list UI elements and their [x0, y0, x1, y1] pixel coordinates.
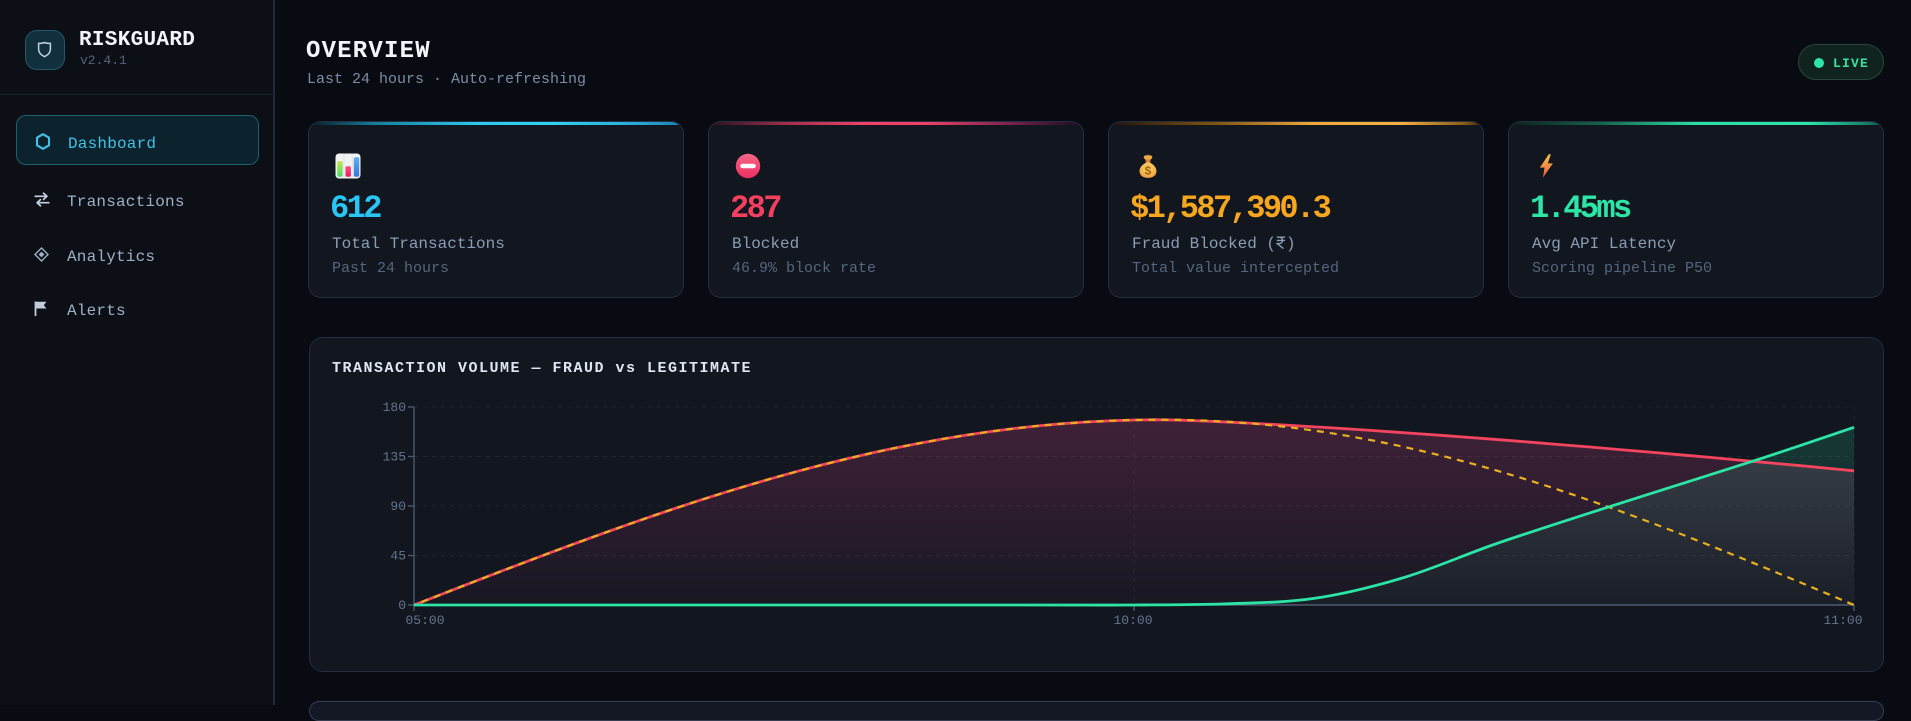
- svg-text:10:00: 10:00: [1113, 613, 1152, 628]
- svg-text:45: 45: [390, 549, 406, 564]
- svg-text:135: 135: [383, 450, 406, 465]
- svg-text:$: $: [1144, 164, 1151, 178]
- svg-text:0: 0: [398, 598, 406, 613]
- svg-text:90: 90: [390, 499, 406, 514]
- svg-text:11:00: 11:00: [1823, 613, 1862, 628]
- svg-text:05:00: 05:00: [405, 613, 444, 628]
- svg-text:180: 180: [383, 400, 406, 415]
